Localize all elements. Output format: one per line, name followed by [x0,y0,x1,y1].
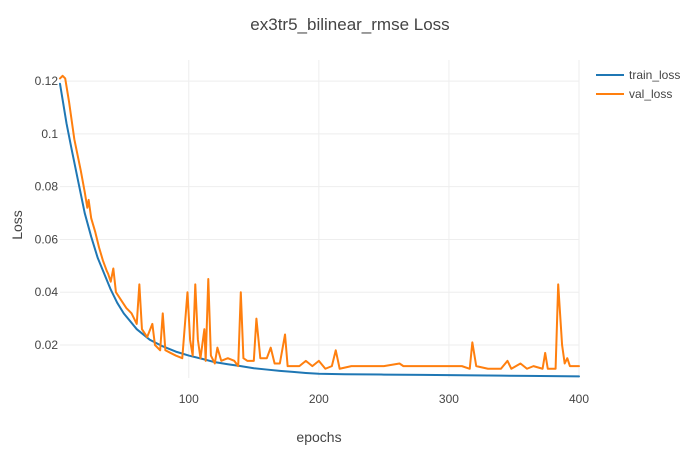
chart-title: ex3tr5_bilinear_rmse Loss [250,15,449,34]
series-line-val-loss [59,74,580,370]
y-tick-label: 0.1 [41,127,58,141]
y-axis-title: Loss [9,210,25,240]
y-tick-label: 0.04 [35,285,59,299]
x-tick-label: 200 [309,392,329,406]
tick-labels: 0.02 0.04 0.06 0.08 0.1 0.12 100 200 300 400 [35,74,590,406]
x-tick-label: 400 [569,392,589,406]
legend-item-train-loss[interactable]: train_loss [596,68,680,82]
y-tick-label: 0.02 [35,338,59,352]
y-tick-label: 0.12 [35,74,59,88]
y-tick-label: 0.06 [35,232,59,246]
legend[interactable]: train_loss val_loss [596,68,680,101]
series-lines [59,74,580,378]
x-tick-label: 100 [179,392,199,406]
series-line-train-loss [59,82,580,378]
legend-label-train-loss: train_loss [629,68,680,82]
y-tick-label: 0.08 [35,180,59,194]
legend-label-val-loss: val_loss [629,87,672,101]
x-tick-label: 300 [439,392,459,406]
grid [60,60,580,378]
x-axis-title: epochs [296,429,341,445]
legend-item-val-loss[interactable]: val_loss [596,87,672,101]
